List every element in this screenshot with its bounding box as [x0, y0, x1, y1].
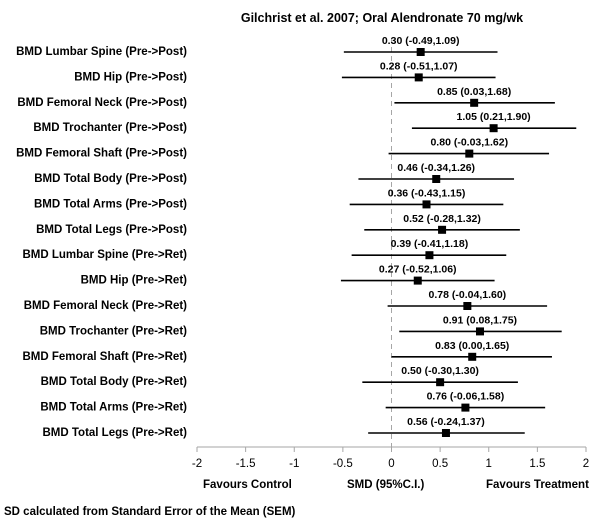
row-label: BMD Total Arms (Pre->Ret) — [40, 402, 187, 414]
point-estimate-marker — [438, 225, 447, 234]
row-label: BMD Femoral Shaft (Pre->Post) — [16, 148, 187, 160]
smd-ci-label: 0.30 (-0.49,1.09) — [382, 35, 460, 47]
point-estimate-marker — [414, 73, 423, 82]
row-label: BMD Total Body (Pre->Ret) — [41, 376, 188, 388]
forest-row: BMD Total Legs (Pre->Post) 0.52 (-0.28,1.… — [36, 213, 520, 236]
x-axis: -2 -1.5 -1 -0.5 0 0.5 1 1.5 2 — [192, 446, 589, 470]
point-estimate-marker — [413, 276, 422, 285]
point-estimate-marker — [432, 175, 441, 183]
forest-row: BMD Total Legs (Pre->Ret) 0.56 (-0.24,1.3… — [42, 416, 525, 439]
row-label: BMD Hip (Pre->Ret) — [81, 275, 188, 287]
smd-ci-label: 0.46 (-0.34,1.26) — [397, 162, 475, 174]
row-label: BMD Total Arms (Pre->Post) — [34, 198, 187, 210]
favours-control-label: Favours Control — [203, 479, 292, 491]
point-estimate-marker — [441, 429, 450, 437]
row-label: BMD Femoral Neck (Pre->Ret) — [24, 300, 187, 312]
x-tick-label: -1 — [289, 458, 299, 470]
smd-ci-label: 0.56 (-0.24,1.37) — [407, 416, 485, 428]
x-tick-label: -2 — [192, 458, 202, 470]
forest-row: BMD Lumbar Spine (Pre->Ret) 0.39 (-0.41,1… — [22, 238, 507, 261]
footnote: SD calculated from Standard Error of the… — [4, 506, 296, 518]
forest-row: BMD Femoral Shaft (Pre->Ret) 0.83 (0.00,1… — [22, 340, 552, 363]
smd-ci-label: 1.05 (0.21,1.90) — [457, 111, 531, 123]
x-tick-label: 1 — [486, 458, 492, 470]
smd-ci-label: 0.39 (-0.41,1.18) — [391, 238, 469, 250]
forest-row: BMD Lumbar Spine (Pre->Post) 0.30 (-0.49,… — [16, 35, 498, 58]
point-estimate-marker — [422, 200, 431, 209]
smd-ci-label: 0.28 (-0.51,1.07) — [380, 60, 458, 72]
forest-row: BMD Total Body (Pre->Post) 0.46 (-0.34,1.… — [34, 162, 515, 185]
point-estimate-marker — [468, 352, 477, 361]
smd-ci-label: 0.27 (-0.52,1.06) — [379, 264, 457, 276]
forest-row: BMD Total Arms (Pre->Post) 0.36 (-0.43,1.… — [34, 187, 504, 210]
point-estimate-marker — [463, 302, 472, 310]
smd-ci-label: 0.85 (0.03,1.68) — [437, 86, 511, 98]
point-estimate-marker — [461, 403, 470, 412]
smd-axis-label: SMD (95%C.I.) — [347, 479, 424, 491]
point-estimate-marker — [470, 98, 479, 107]
forest-row: BMD Total Arms (Pre->Ret) 0.76 (-0.06,1.5… — [40, 391, 546, 414]
row-label: BMD Lumbar Spine (Pre->Ret) — [22, 249, 187, 261]
chart-title: Gilchrist et al. 2007; Oral Alendronate … — [241, 11, 523, 25]
x-tick-label: 0 — [388, 458, 394, 470]
forest-row: BMD Trochanter (Pre->Post) 1.05 (0.21,1.9… — [33, 111, 577, 134]
forest-row: BMD Femoral Shaft (Pre->Post) 0.80 (-0.03… — [16, 137, 550, 160]
point-estimate-marker — [475, 327, 484, 336]
smd-ci-label: 0.52 (-0.28,1.32) — [403, 213, 481, 225]
smd-ci-label: 0.36 (-0.43,1.15) — [388, 187, 466, 199]
row-label: BMD Femoral Shaft (Pre->Ret) — [22, 351, 187, 363]
smd-ci-label: 0.80 (-0.03,1.62) — [430, 137, 508, 149]
smd-ci-label: 0.50 (-0.30,1.30) — [401, 365, 479, 377]
point-estimate-marker — [425, 251, 434, 260]
x-tick-label: 2 — [583, 458, 589, 470]
point-estimate-marker — [416, 48, 425, 56]
point-estimate-marker — [465, 149, 474, 158]
favours-treatment-label: Favours Treatment — [486, 479, 589, 491]
row-label: BMD Total Legs (Pre->Ret) — [42, 427, 187, 439]
row-label: BMD Trochanter (Pre->Post) — [33, 122, 187, 134]
x-tick-label: 0.5 — [432, 458, 448, 470]
forest-row: BMD Femoral Neck (Pre->Ret) 0.78 (-0.04,1… — [24, 289, 548, 312]
smd-ci-label: 0.76 (-0.06,1.58) — [427, 391, 505, 403]
smd-ci-label: 0.78 (-0.04,1.60) — [429, 289, 507, 301]
row-label: BMD Total Body (Pre->Post) — [34, 173, 187, 185]
row-label: BMD Hip (Pre->Post) — [74, 71, 187, 83]
x-tick-label: 1.5 — [529, 458, 545, 470]
row-label: BMD Lumbar Spine (Pre->Post) — [16, 46, 187, 58]
forest-rows: BMD Lumbar Spine (Pre->Post) 0.30 (-0.49,… — [16, 35, 577, 439]
row-label: BMD Total Legs (Pre->Post) — [36, 224, 187, 236]
smd-ci-label: 0.83 (0.00,1.65) — [435, 340, 509, 352]
forest-row: BMD Hip (Pre->Ret) 0.27 (-0.52,1.06) — [81, 264, 495, 287]
x-tick-label: -0.5 — [333, 458, 353, 470]
x-tick-label: -1.5 — [236, 458, 256, 470]
point-estimate-marker — [489, 124, 498, 133]
smd-ci-label: 0.91 (0.08,1.75) — [443, 314, 517, 326]
forest-row: BMD Total Body (Pre->Ret) 0.50 (-0.30,1.3… — [41, 365, 518, 388]
row-label: BMD Femoral Neck (Pre->Post) — [17, 97, 187, 109]
forest-row: BMD Trochanter (Pre->Ret) 0.91 (0.08,1.75… — [40, 314, 562, 337]
point-estimate-marker — [436, 378, 445, 387]
row-label: BMD Trochanter (Pre->Ret) — [40, 325, 187, 337]
forest-row: BMD Hip (Pre->Post) 0.28 (-0.51,1.07) — [74, 60, 496, 83]
forest-row: BMD Femoral Neck (Pre->Post) 0.85 (0.03,1… — [17, 86, 555, 109]
